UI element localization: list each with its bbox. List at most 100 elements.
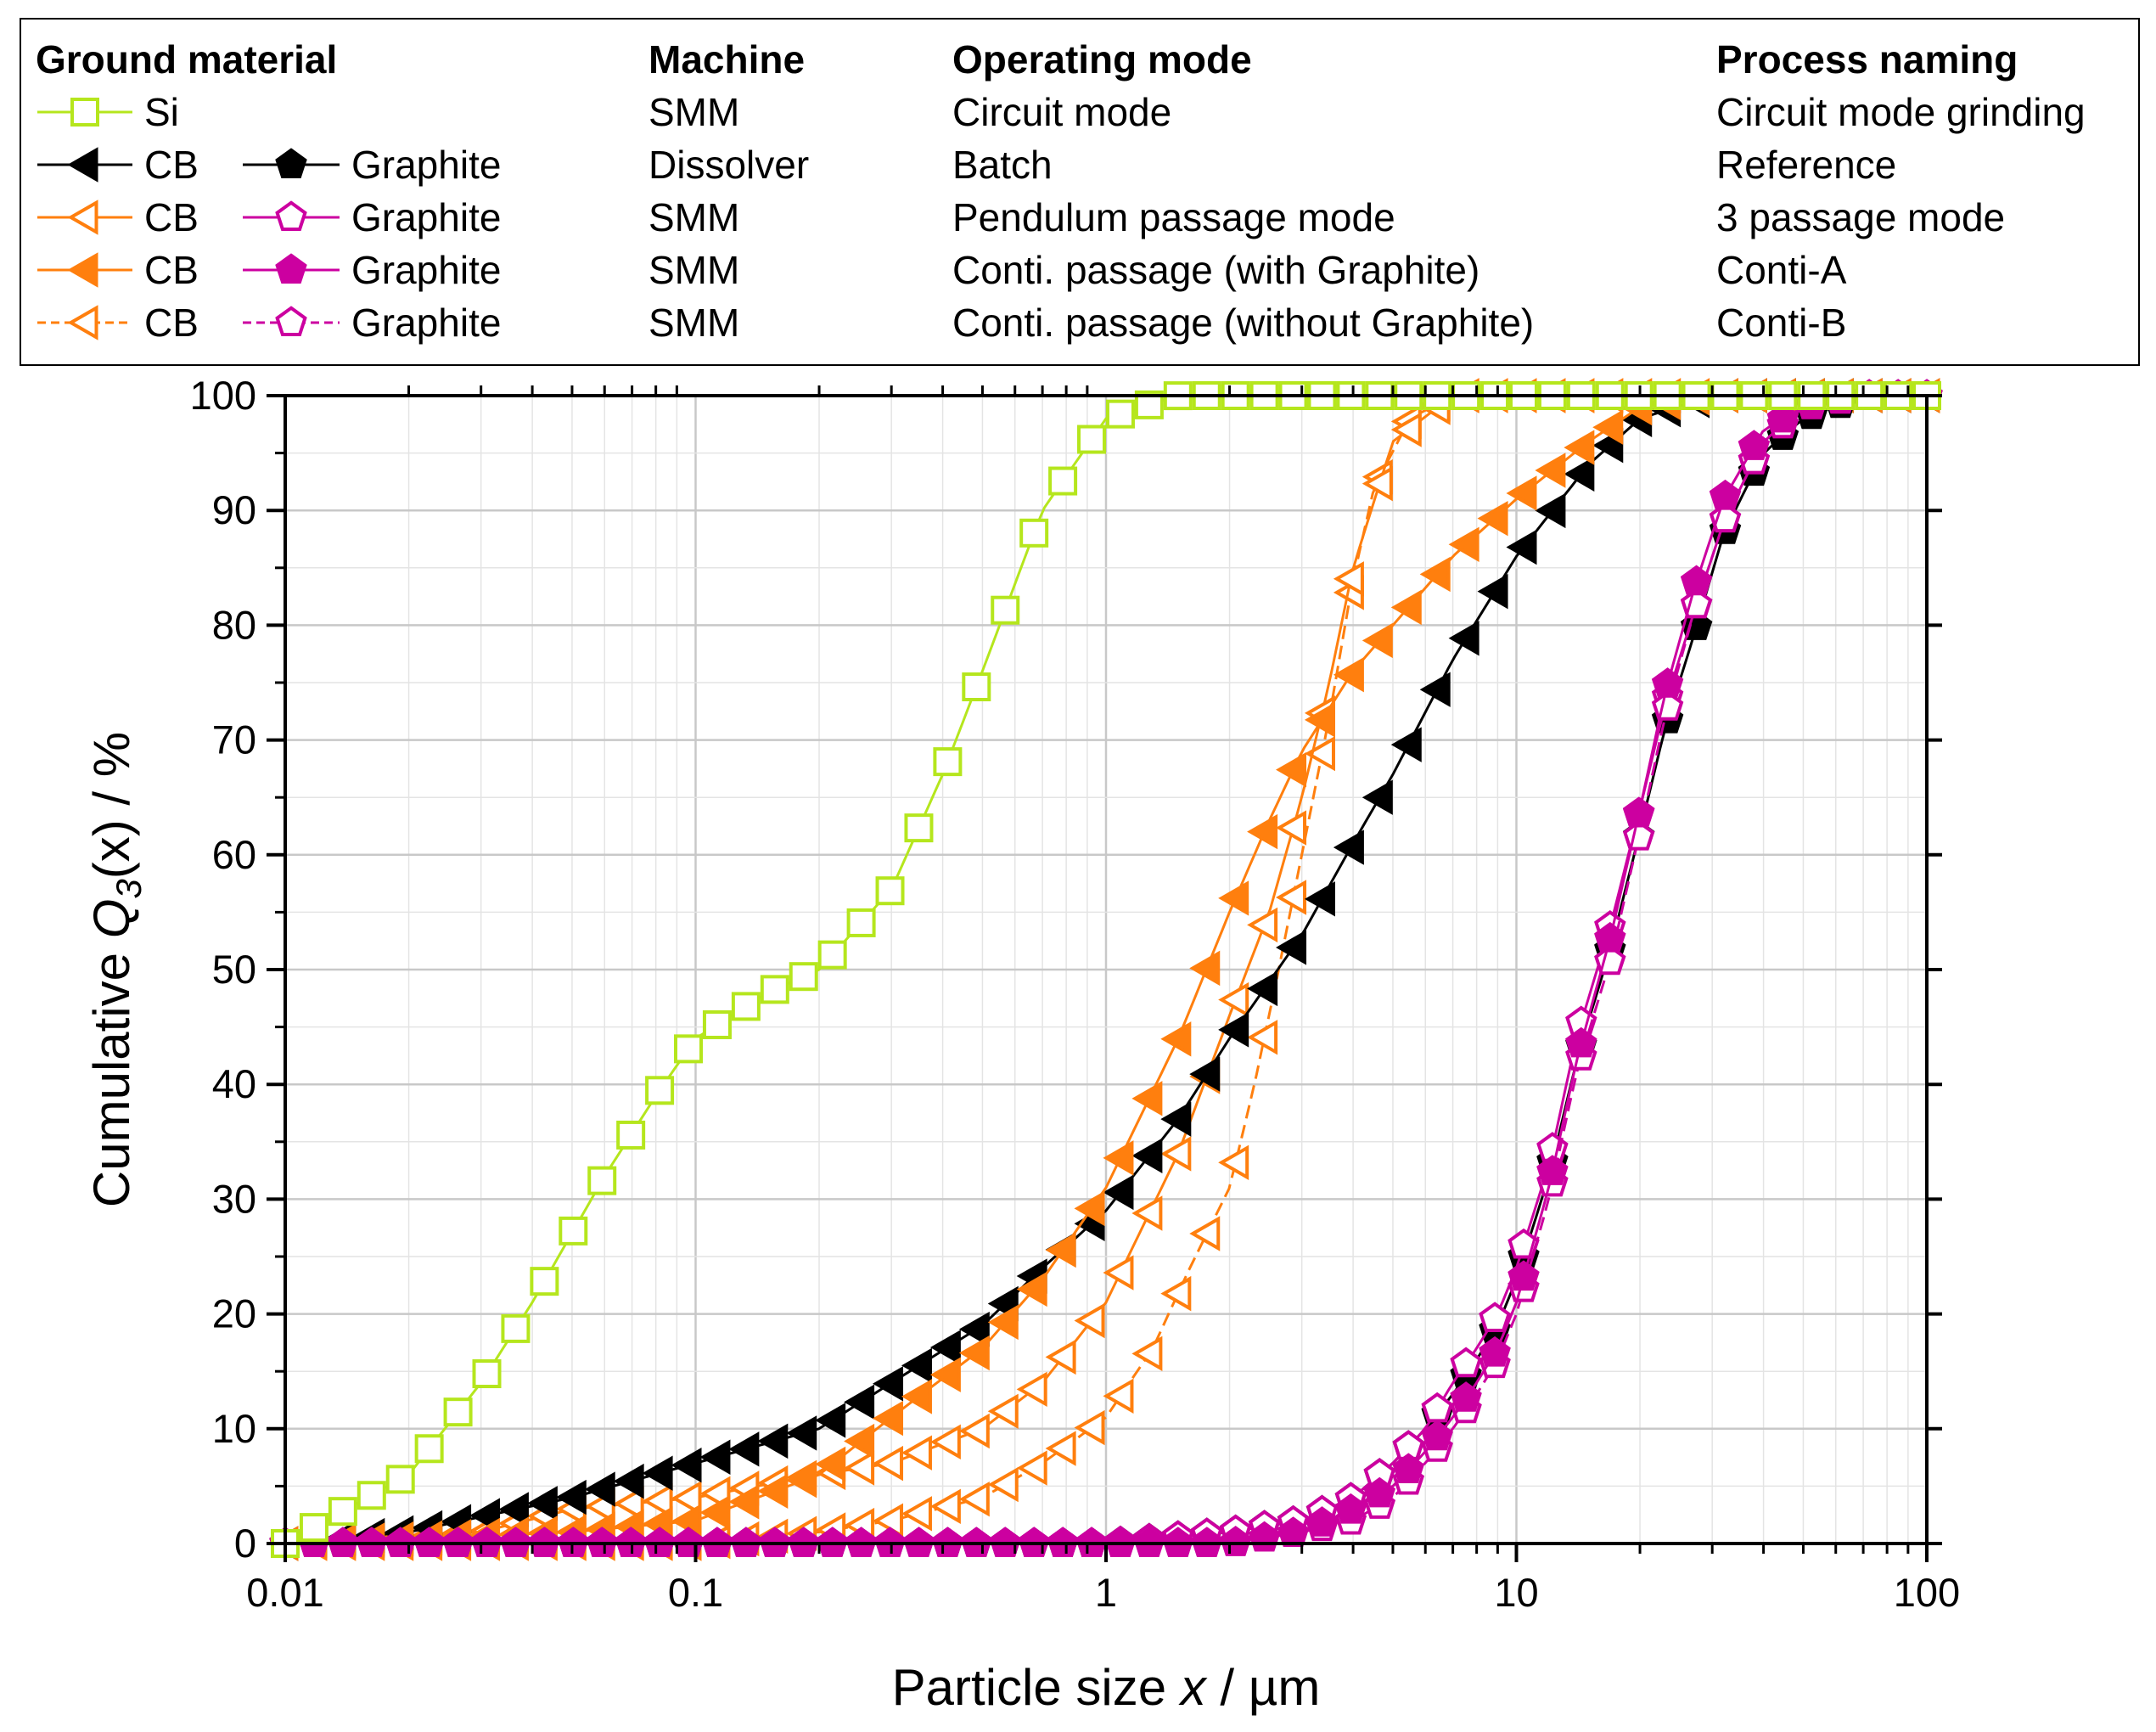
legend-sample-gr_3p — [243, 200, 340, 231]
legend-sample-gr_3p-marker — [275, 200, 307, 231]
legend-sample-cb_ca — [37, 252, 132, 288]
y-tick-label: 100 — [190, 373, 256, 418]
y-axis-title-suffix: / % — [83, 732, 140, 819]
legend-row-4-right-label: Graphite — [351, 248, 501, 292]
data-point-gr_ca — [1363, 1476, 1396, 1508]
data-point-cb_ca — [1304, 702, 1335, 738]
data-point-cb_cb — [1276, 880, 1307, 915]
data-point-cb_ref — [901, 1347, 932, 1384]
data-point-cb_3p — [844, 1450, 875, 1486]
legend-sample-cb_3p — [37, 200, 132, 235]
data-point-cb_ref — [555, 1479, 587, 1516]
y-tick-label: 0 — [234, 1521, 256, 1566]
data-point-si — [385, 1465, 415, 1494]
x-axis-title-var: x — [1178, 1659, 1208, 1716]
data-point-cb_ref — [699, 1439, 731, 1475]
data-point-gr_ca — [1392, 1453, 1425, 1483]
x-tick-label: 10 — [1494, 1570, 1538, 1615]
y-tick-label: 40 — [212, 1061, 256, 1106]
legend-sample-cb_ref-marker — [67, 147, 98, 183]
data-point-cb_3p — [929, 1424, 961, 1460]
x-axis-title: Particle size x / µm — [892, 1659, 1321, 1716]
legend-row-3-naming: 3 passage mode — [1716, 195, 2005, 239]
data-point-cb_ref — [1276, 930, 1307, 965]
data-point-cb_3p — [1103, 1255, 1134, 1291]
data-point-cb_ca — [1131, 1081, 1163, 1116]
data-point-cb_cb — [1016, 1450, 1047, 1486]
data-point-cb_ref — [1362, 779, 1393, 815]
x-axis-title-suffix: / µm — [1206, 1659, 1321, 1716]
legend-row-5-machine: SMM — [648, 301, 739, 345]
data-point-cb_3p — [1016, 1371, 1047, 1408]
legend-row-1-naming: Circuit mode grinding — [1716, 90, 2086, 134]
data-point-cb_3p — [901, 1435, 932, 1471]
legend-box — [20, 18, 2140, 366]
data-point-cb_ref — [1564, 456, 1595, 492]
data-point-si — [530, 1267, 559, 1296]
data-point-cb_ref — [929, 1330, 961, 1365]
data-point-cb_ref — [642, 1455, 673, 1491]
data-point-gr_ca — [1479, 1336, 1511, 1367]
data-point-cb_ca — [1189, 950, 1221, 987]
data-point-cb_cb — [1045, 1431, 1076, 1466]
legend-sample-gr_cb — [243, 306, 340, 336]
data-point-gr_3p — [1479, 1302, 1511, 1332]
data-point-si — [674, 1034, 704, 1064]
legend-row-2-machine: Dissolver — [648, 143, 809, 187]
data-point-cb_ref — [1419, 672, 1451, 707]
legend-sample-cb_cb-marker — [67, 305, 98, 340]
data-point-cb_ref — [1103, 1174, 1134, 1211]
y-tick-label: 30 — [212, 1176, 256, 1221]
data-point-cb_ca — [757, 1473, 789, 1509]
data-point-gr_ca — [1709, 479, 1742, 510]
data-point-cb_ref — [958, 1311, 990, 1347]
data-point-si — [731, 992, 761, 1021]
data-point-cb_ca — [815, 1446, 846, 1482]
legend-row-4-machine: SMM — [648, 248, 739, 292]
data-point-gr_ca — [1766, 402, 1799, 433]
data-point-cb_3p — [1333, 561, 1364, 597]
data-point-cb_ca — [1592, 409, 1624, 445]
data-point-cb_cb — [1103, 1378, 1134, 1414]
data-point-cb_3p — [1131, 1195, 1163, 1231]
legend-row-3-mode: Pendulum passage mode — [952, 195, 1395, 239]
data-point-cb_ref — [1477, 573, 1508, 610]
data-point-cb_3p — [958, 1413, 990, 1449]
data-point-cb_ref — [1247, 970, 1278, 1007]
legend-row-4-left-label: CB — [144, 248, 199, 292]
data-point-cb_ca — [699, 1494, 731, 1531]
legend-sample-cb_ca-marker — [67, 252, 98, 288]
x-tick-label: 100 — [1894, 1570, 1960, 1615]
data-point-cb_ca — [1535, 453, 1566, 488]
data-point-si — [443, 1397, 473, 1427]
legend-row-1-left-label: Si — [144, 90, 179, 134]
y-axis-title-var: Q — [83, 899, 140, 939]
legend-row-4-naming: Conti-A — [1716, 248, 1847, 292]
legend-row-1-machine: SMM — [648, 90, 739, 134]
data-point-cb_ref — [873, 1366, 904, 1402]
data-point-cb_ref — [1131, 1138, 1163, 1173]
data-point-gr_ca — [1450, 1381, 1482, 1412]
data-point-cb_ref — [1333, 829, 1364, 865]
data-point-gr_ca — [1565, 1026, 1597, 1058]
data-point-si — [817, 940, 847, 970]
data-point-cb_ref — [815, 1403, 846, 1438]
data-point-cb_ref — [1160, 1101, 1192, 1137]
legend-sample-cb_3p-marker — [67, 200, 98, 235]
data-point-cb_ca — [786, 1462, 817, 1499]
y-axis-title-prefix: Cumulative — [83, 938, 140, 1207]
legend-sample-gr_ref — [243, 148, 340, 178]
data-point-cb_3p — [1160, 1136, 1192, 1172]
data-point-gr_ca — [1651, 667, 1684, 698]
data-point-si — [616, 1120, 646, 1150]
data-point-cb_ca — [1247, 813, 1278, 850]
data-point-si — [501, 1313, 531, 1343]
data-point-gr_ca — [1738, 430, 1771, 460]
data-point-si — [559, 1216, 588, 1246]
data-point-si — [962, 672, 991, 702]
legend-row-5-naming: Conti-B — [1716, 301, 1846, 345]
data-point-cb_ref — [844, 1384, 875, 1420]
data-point-cb_cb — [1074, 1409, 1105, 1446]
series-line-cb_ref — [284, 394, 1927, 1545]
